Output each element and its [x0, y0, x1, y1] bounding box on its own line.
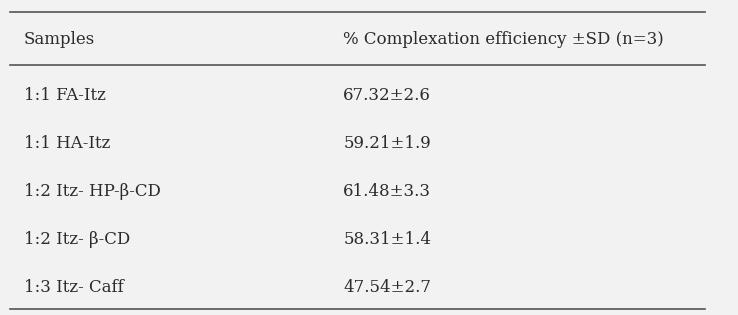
Text: 59.21±1.9: 59.21±1.9: [343, 135, 431, 152]
Text: 1:3 Itz- Caff: 1:3 Itz- Caff: [24, 279, 124, 296]
Text: 67.32±2.6: 67.32±2.6: [343, 87, 431, 104]
Text: 58.31±1.4: 58.31±1.4: [343, 231, 431, 248]
Text: 61.48±3.3: 61.48±3.3: [343, 183, 431, 200]
Text: 1:1 FA-Itz: 1:1 FA-Itz: [24, 87, 106, 104]
Text: Samples: Samples: [24, 32, 95, 49]
Text: 1:1 HA-Itz: 1:1 HA-Itz: [24, 135, 111, 152]
Text: 47.54±2.7: 47.54±2.7: [343, 279, 431, 296]
Text: % Complexation efficiency ±SD (n=3): % Complexation efficiency ±SD (n=3): [343, 32, 664, 49]
Text: 1:2 Itz- β-CD: 1:2 Itz- β-CD: [24, 231, 131, 248]
Text: 1:2 Itz- HP-β-CD: 1:2 Itz- HP-β-CD: [24, 183, 161, 200]
